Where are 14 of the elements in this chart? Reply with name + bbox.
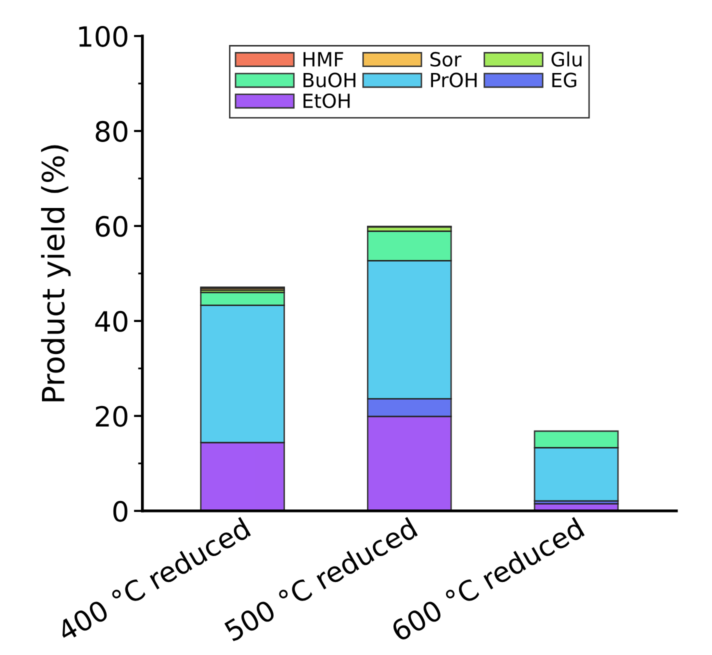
y-tick-label: 20	[96, 406, 128, 427]
legend-label: EG	[552, 72, 576, 88]
legend-label: PrOH	[431, 72, 477, 88]
y-tick-label: 40	[95, 310, 128, 332]
legend-label: Glu	[552, 52, 582, 67]
y-tick-label: 60	[96, 216, 128, 237]
y-tick-label: 80	[96, 120, 128, 142]
legend-label: BuOH	[304, 72, 356, 88]
y-tick-label: 100	[79, 26, 128, 47]
y-axis-title: Product yield (%)	[41, 145, 71, 402]
y-tick-label: 0	[113, 500, 128, 522]
legend-label: EtOH	[304, 93, 350, 108]
legend-label: Sor	[430, 52, 462, 67]
legend-label: HMF	[304, 52, 344, 66]
